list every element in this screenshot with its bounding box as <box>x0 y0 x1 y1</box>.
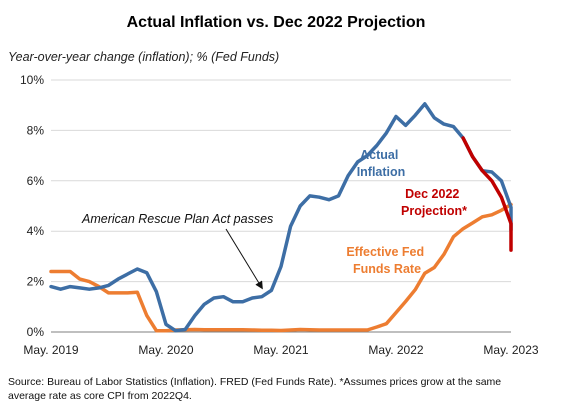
series-label-projection-line2: Projection* <box>401 204 467 218</box>
series-label-projection: Dec 2022 Projection* <box>401 187 467 218</box>
series-line-actual <box>49 102 513 333</box>
series-label-actual: Actual Inflation <box>357 148 406 179</box>
x-tick-labels: May. 2019 May. 2020 May. 2021 May. 2022 May.… <box>23 343 538 357</box>
annotation-text: American Rescue Plan Act passes <box>81 212 273 226</box>
series-label-actual-line1: Actual <box>360 148 398 162</box>
series-label-fedfunds: Effective Fed Funds Rate <box>346 245 427 276</box>
x-tick-label: May. 2019 <box>23 343 78 357</box>
x-tick-label: May. 2021 <box>253 343 308 357</box>
series-label-projection-line1: Dec 2022 <box>405 187 459 201</box>
series-line-fedfunds <box>49 202 513 333</box>
y-axis-label: Year-over-year change (inflation); % (Fe… <box>8 50 279 64</box>
gridlines <box>51 79 511 283</box>
y-tick-label: 2% <box>27 275 45 289</box>
series-line-projection <box>461 136 513 252</box>
x-tick-label: May. 2020 <box>138 343 193 357</box>
series-lines <box>49 102 513 333</box>
series-label-fedfunds-line1: Effective Fed <box>346 245 424 259</box>
chart-title: Actual Inflation vs. Dec 2022 Projection <box>127 14 426 31</box>
annotation-arrow <box>225 228 263 290</box>
x-tick-label: May. 2022 <box>368 343 423 357</box>
series-label-actual-line2: Inflation <box>357 165 406 179</box>
y-tick-label: 8% <box>27 123 45 137</box>
source-line-1: Source: Bureau of Labor Statistics (Infl… <box>8 376 501 388</box>
y-tick-label: 4% <box>27 224 45 238</box>
x-tick-label: May. 2023 <box>483 343 538 357</box>
y-tick-label: 10% <box>20 73 44 87</box>
y-tick-label: 0% <box>27 325 45 339</box>
series-label-fedfunds-line2: Funds Rate <box>353 262 421 276</box>
source-line-2: average rate as core CPI from 2022Q4. <box>8 390 192 402</box>
y-tick-label: 6% <box>27 174 45 188</box>
y-tick-labels: 0% 2% 4% 6% 8% 10% <box>20 73 44 339</box>
